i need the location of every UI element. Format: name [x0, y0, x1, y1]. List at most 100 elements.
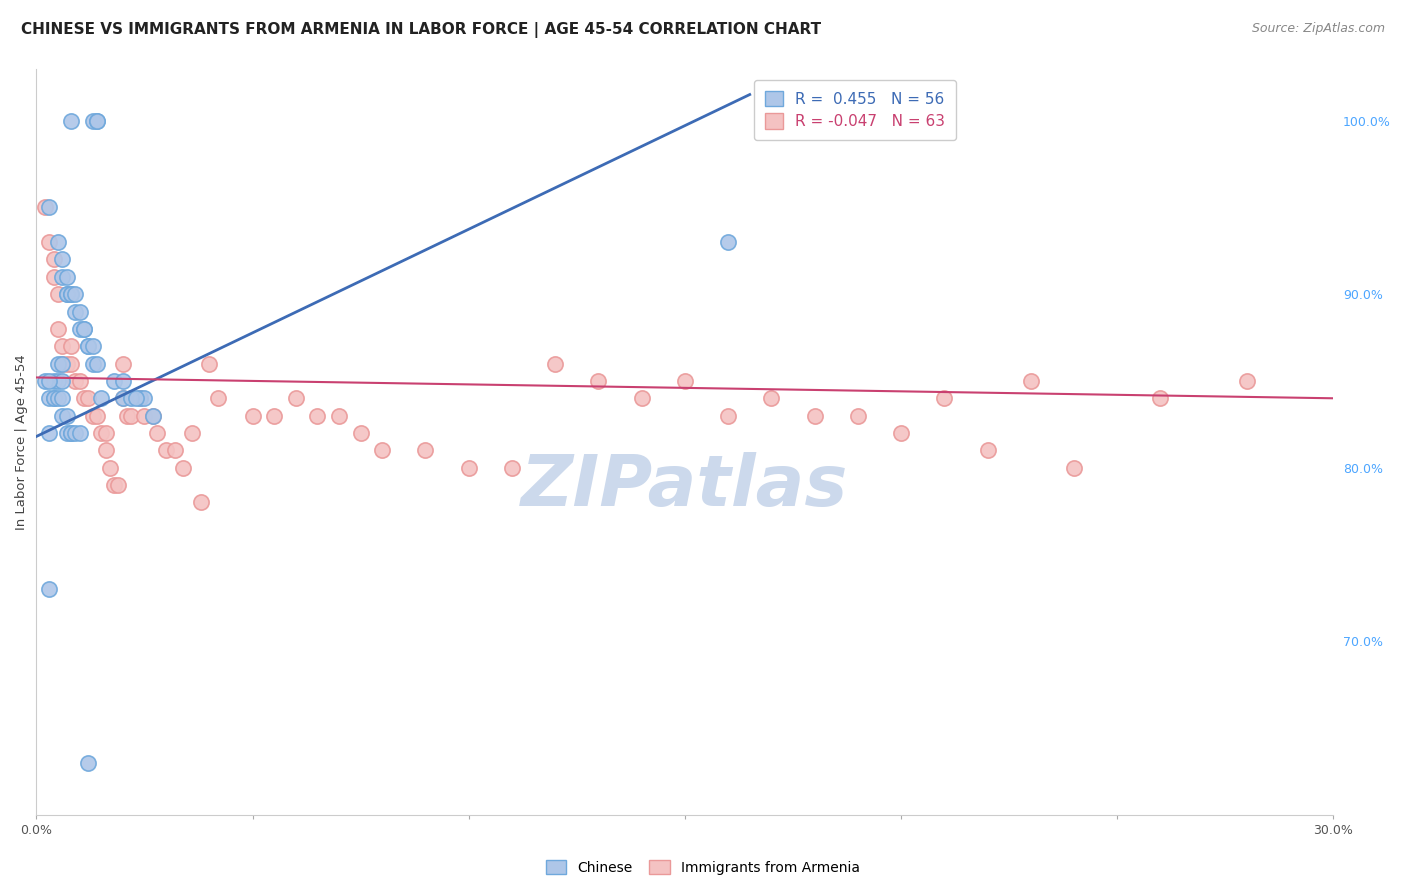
Point — [59, 113, 82, 128]
Point — [59, 339, 82, 353]
Point — [111, 357, 134, 371]
Legend: R =  0.455   N = 56, R = -0.047   N = 63: R = 0.455 N = 56, R = -0.047 N = 63 — [754, 80, 956, 140]
Point — [51, 392, 73, 406]
Point — [69, 425, 91, 440]
Point — [82, 357, 104, 371]
Point — [134, 392, 156, 406]
Point — [544, 357, 567, 371]
Point — [55, 287, 77, 301]
Point — [103, 374, 125, 388]
Point — [46, 392, 69, 406]
Point — [111, 392, 134, 406]
Point — [86, 357, 108, 371]
Point — [717, 409, 740, 423]
Point — [98, 460, 121, 475]
Point — [1236, 374, 1258, 388]
Point — [59, 287, 82, 301]
Point — [172, 460, 194, 475]
Point — [38, 392, 60, 406]
Point — [55, 357, 77, 371]
Point — [120, 409, 142, 423]
Point — [51, 357, 73, 371]
Point — [86, 409, 108, 423]
Point — [38, 425, 60, 440]
Point — [501, 460, 523, 475]
Point — [77, 339, 100, 353]
Point — [207, 392, 229, 406]
Point — [55, 269, 77, 284]
Point — [42, 392, 65, 406]
Point — [46, 287, 69, 301]
Text: Source: ZipAtlas.com: Source: ZipAtlas.com — [1251, 22, 1385, 36]
Point — [142, 409, 165, 423]
Point — [59, 357, 82, 371]
Point — [46, 357, 69, 371]
Point — [349, 425, 371, 440]
Point — [263, 409, 285, 423]
Point — [55, 287, 77, 301]
Point — [73, 322, 96, 336]
Legend: Chinese, Immigrants from Armenia: Chinese, Immigrants from Armenia — [540, 855, 866, 880]
Point — [86, 113, 108, 128]
Point — [65, 425, 87, 440]
Point — [65, 374, 87, 388]
Point — [146, 425, 169, 440]
Point — [34, 200, 56, 214]
Point — [77, 756, 100, 770]
Point — [38, 200, 60, 214]
Point — [46, 322, 69, 336]
Point — [163, 443, 186, 458]
Point — [46, 235, 69, 249]
Point — [38, 374, 60, 388]
Point — [111, 392, 134, 406]
Point — [1019, 374, 1042, 388]
Point — [59, 425, 82, 440]
Point — [94, 425, 117, 440]
Point — [69, 304, 91, 318]
Point — [717, 235, 740, 249]
Point — [42, 252, 65, 267]
Point — [94, 443, 117, 458]
Y-axis label: In Labor Force | Age 45-54: In Labor Force | Age 45-54 — [15, 354, 28, 530]
Point — [38, 235, 60, 249]
Point — [307, 409, 329, 423]
Point — [803, 409, 825, 423]
Point — [82, 339, 104, 353]
Point — [198, 357, 221, 371]
Point — [107, 478, 129, 492]
Point — [82, 409, 104, 423]
Point — [51, 357, 73, 371]
Point — [42, 269, 65, 284]
Point — [120, 392, 142, 406]
Point — [328, 409, 350, 423]
Point — [65, 287, 87, 301]
Point — [415, 443, 437, 458]
Point — [51, 252, 73, 267]
Point — [46, 374, 69, 388]
Point — [69, 374, 91, 388]
Text: CHINESE VS IMMIGRANTS FROM ARMENIA IN LABOR FORCE | AGE 45-54 CORRELATION CHART: CHINESE VS IMMIGRANTS FROM ARMENIA IN LA… — [21, 22, 821, 38]
Point — [142, 409, 165, 423]
Point — [42, 374, 65, 388]
Point — [59, 287, 82, 301]
Point — [51, 339, 73, 353]
Point — [69, 322, 91, 336]
Point — [588, 374, 610, 388]
Point — [90, 425, 112, 440]
Point — [457, 460, 479, 475]
Point — [90, 392, 112, 406]
Point — [1149, 392, 1171, 406]
Point — [125, 392, 148, 406]
Point — [73, 392, 96, 406]
Point — [284, 392, 307, 406]
Point — [630, 392, 652, 406]
Point — [111, 374, 134, 388]
Point — [59, 425, 82, 440]
Point — [77, 392, 100, 406]
Point — [181, 425, 204, 440]
Point — [761, 392, 783, 406]
Text: ZIPatlas: ZIPatlas — [522, 452, 849, 521]
Point — [34, 374, 56, 388]
Point — [73, 322, 96, 336]
Point — [155, 443, 177, 458]
